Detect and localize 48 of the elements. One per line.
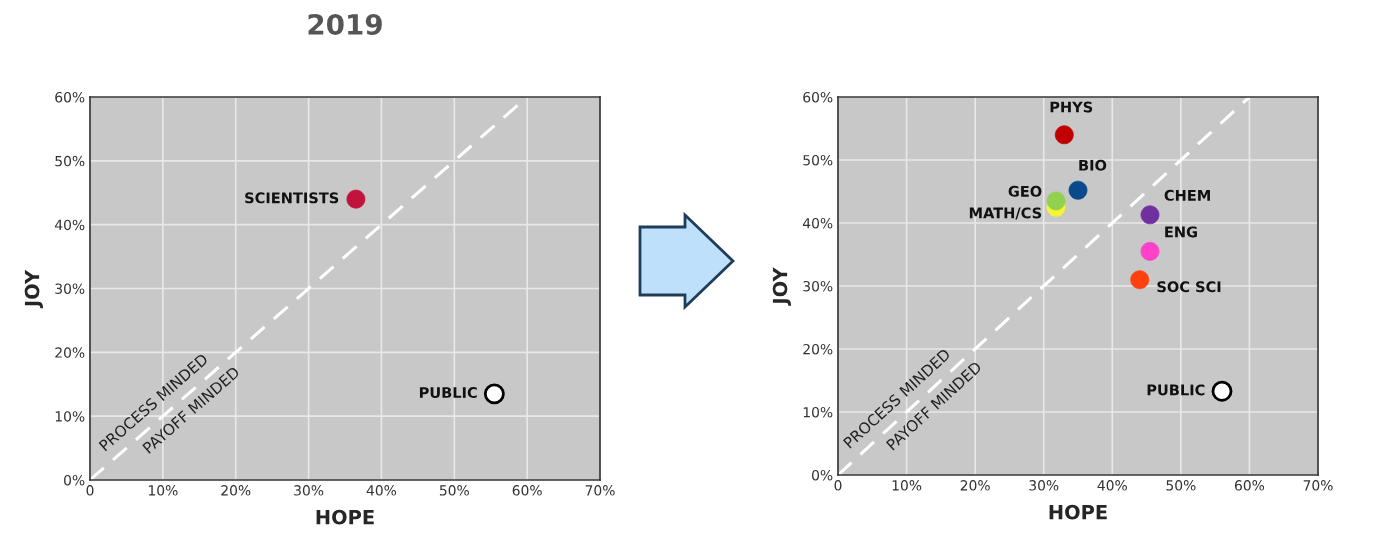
x-tick-label: 30% <box>1029 480 1059 491</box>
y-tick-label: 10% <box>803 406 833 418</box>
y-tick-label: 40% <box>54 219 85 231</box>
y-tick-label: 60% <box>55 91 85 103</box>
y-tick-label: 10% <box>55 411 85 422</box>
series-label: PUBLIC <box>419 387 477 399</box>
x-tick-label: 10% <box>892 480 922 491</box>
y-tick-label: 20% <box>55 347 85 358</box>
x-tick-label: 40% <box>1097 480 1127 491</box>
x-tick-label: 20% <box>221 485 251 496</box>
y-tick-label: 0% <box>812 469 833 481</box>
point <box>1211 380 1233 402</box>
x-tick-label: 60% <box>1234 480 1265 491</box>
x-tick-label: 50% <box>1166 480 1196 491</box>
y-tick-label: 20% <box>803 343 833 355</box>
y-tick-label: 40% <box>802 217 833 229</box>
x-tick-label: 40% <box>366 485 397 496</box>
x-tick-label: 30% <box>294 485 324 496</box>
point <box>1054 125 1074 145</box>
series-label: GEO <box>1008 185 1042 197</box>
series-label: SOC SCI <box>1157 281 1221 293</box>
x-tick-label: 70% <box>585 485 615 496</box>
point <box>1046 191 1066 211</box>
y-axis-title: JOY <box>772 267 792 306</box>
chart-title: 2019 <box>308 13 382 35</box>
series-label: CHEM <box>1164 189 1210 201</box>
x-tick-label: 10% <box>148 485 178 496</box>
x-tick-label: 20% <box>960 480 990 491</box>
series-label: SCIENTISTS <box>245 192 339 204</box>
x-tick-label: 50% <box>439 485 469 496</box>
series-label: BIO <box>1079 159 1107 171</box>
series-label: ENG <box>1165 226 1197 238</box>
x-axis-title: HOPE <box>316 509 374 525</box>
series-label: PUBLIC <box>1147 384 1205 396</box>
series-label: MATH/CS <box>969 207 1042 220</box>
y-tick-label: 30% <box>803 280 833 292</box>
x-tick-label: 70% <box>1303 480 1333 491</box>
x-tick-label: 60% <box>512 485 542 496</box>
y-tick-label: 0% <box>64 474 85 486</box>
series-label: PHYS <box>1050 101 1093 113</box>
x-axis-title: HOPE <box>1049 504 1107 520</box>
y-tick-label: 50% <box>55 155 85 167</box>
y-tick-label: 50% <box>803 154 833 166</box>
y-tick-label: 30% <box>55 283 85 294</box>
y-tick-label: 60% <box>803 91 833 103</box>
x-tick-label: 0 <box>834 480 842 491</box>
y-axis-title: JOY <box>24 269 44 309</box>
x-tick-label: 0 <box>86 485 94 496</box>
